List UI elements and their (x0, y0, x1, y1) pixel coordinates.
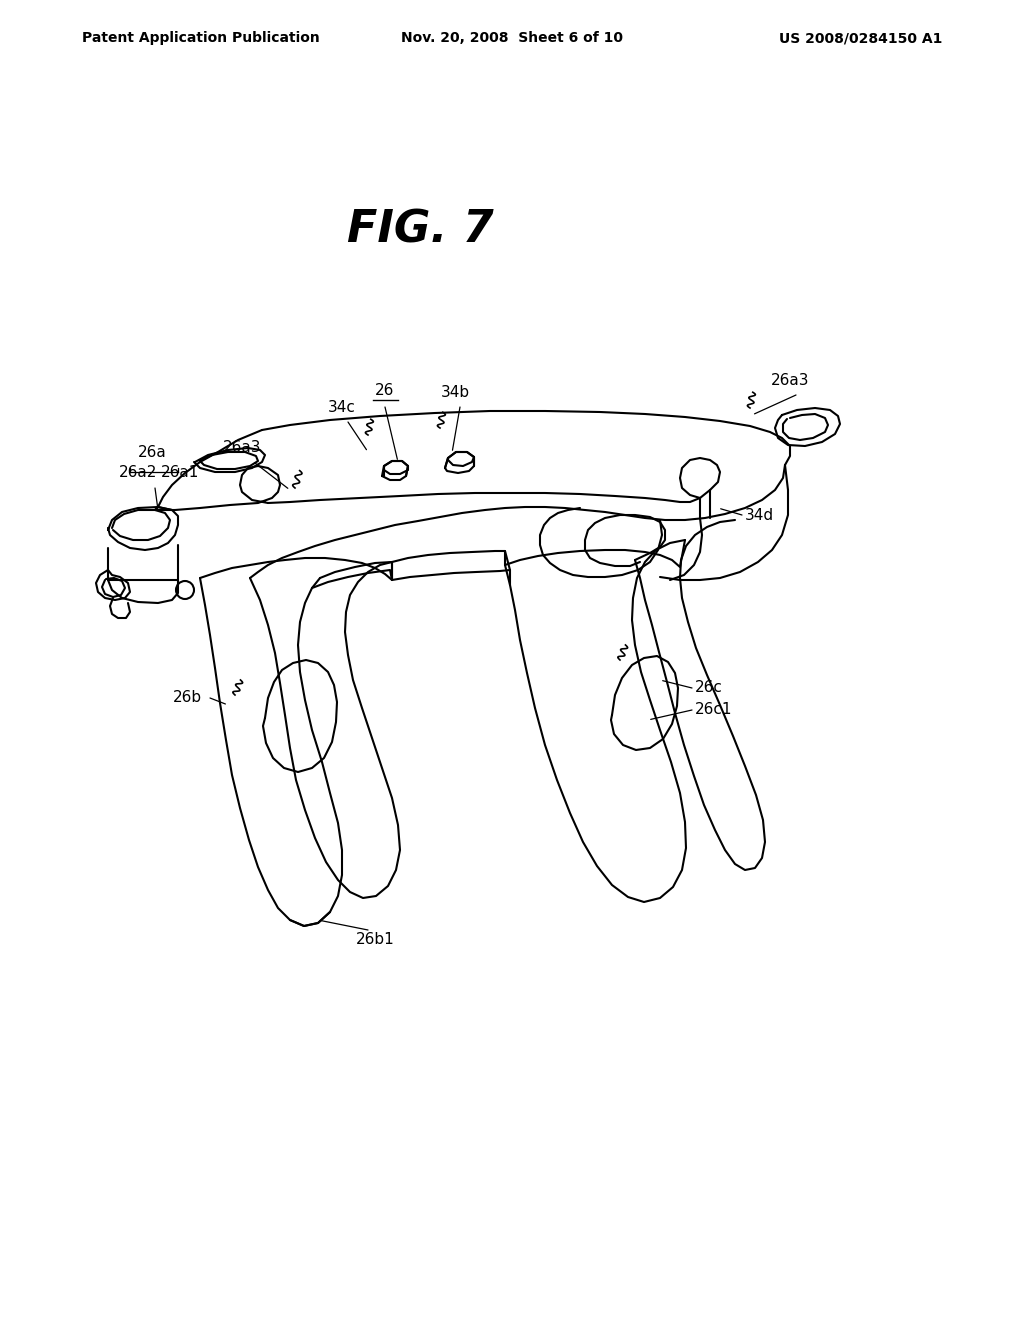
Text: FIG. 7: FIG. 7 (347, 209, 494, 252)
Text: 26a3: 26a3 (771, 374, 809, 388)
Text: 26a3: 26a3 (223, 440, 261, 455)
Text: 26c: 26c (695, 681, 723, 696)
Text: 26b1: 26b1 (355, 932, 394, 946)
Text: 26b: 26b (173, 690, 202, 705)
Text: 34c: 34c (328, 400, 356, 414)
Text: 34d: 34d (745, 507, 774, 523)
Text: Patent Application Publication: Patent Application Publication (82, 30, 319, 45)
Text: US 2008/0284150 A1: US 2008/0284150 A1 (778, 30, 942, 45)
Text: Nov. 20, 2008  Sheet 6 of 10: Nov. 20, 2008 Sheet 6 of 10 (401, 30, 623, 45)
Text: 26a1: 26a1 (161, 465, 200, 480)
Text: 26a2: 26a2 (119, 465, 158, 480)
Text: 26: 26 (376, 383, 394, 399)
Text: 34b: 34b (440, 385, 470, 400)
Text: 26a: 26a (137, 445, 166, 459)
Text: 26c1: 26c1 (695, 702, 732, 718)
